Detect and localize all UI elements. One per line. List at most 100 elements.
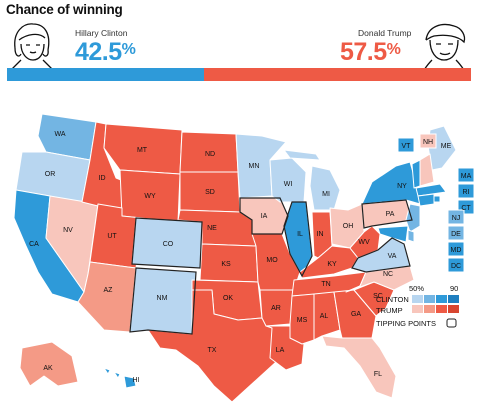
label-DC-box: DC bbox=[451, 263, 461, 270]
label-MO: MO bbox=[266, 257, 278, 264]
clinton-percentage: 42.5% bbox=[75, 38, 136, 66]
label-ND: ND bbox=[205, 151, 215, 158]
state-AR[interactable] bbox=[259, 289, 295, 327]
label-WI: WI bbox=[284, 181, 293, 188]
label-VT-box: VT bbox=[402, 143, 412, 150]
tipping-IA bbox=[239, 197, 289, 235]
label-ID: ID bbox=[99, 175, 106, 182]
label-CT-box: CT bbox=[461, 205, 471, 212]
label-NE: NE bbox=[207, 225, 217, 232]
label-NM: NM bbox=[157, 295, 168, 302]
label-DE-box: DE bbox=[451, 231, 461, 238]
legend-low-label: 50% bbox=[409, 284, 424, 293]
label-UT: UT bbox=[107, 233, 117, 240]
state-AK[interactable] bbox=[19, 341, 79, 387]
tipping-NM bbox=[129, 267, 197, 335]
box-MA[interactable] bbox=[457, 167, 475, 183]
label-CO: CO bbox=[163, 241, 174, 248]
label-MD-box: MD bbox=[451, 247, 462, 254]
legend-tipping-swatch bbox=[446, 318, 457, 328]
label-OR: OR bbox=[45, 171, 56, 178]
label-AL: AL bbox=[320, 313, 329, 320]
legend-trump-label: TRUMP bbox=[376, 306, 403, 315]
label-PA: PA bbox=[386, 211, 395, 218]
box-NJ[interactable] bbox=[447, 209, 465, 225]
label-FL: FL bbox=[374, 371, 382, 378]
state-DE[interactable] bbox=[407, 229, 415, 243]
legend-dem-swatch-1 bbox=[412, 295, 423, 303]
label-IL: IL bbox=[297, 231, 303, 238]
label-GA: GA bbox=[351, 311, 361, 318]
legend-rep-swatch-4 bbox=[448, 305, 459, 313]
state-NC[interactable] bbox=[345, 265, 415, 293]
box-DC[interactable] bbox=[447, 257, 465, 273]
label-AK: AK bbox=[43, 365, 53, 372]
clinton-name: Hillary Clinton bbox=[75, 28, 128, 38]
trump-portrait-icon bbox=[420, 18, 468, 71]
label-IN: IN bbox=[317, 231, 324, 238]
tipping-IL bbox=[283, 201, 313, 278]
label-WV: WV bbox=[358, 239, 370, 246]
clinton-probability-bar bbox=[7, 68, 205, 81]
state-WI[interactable] bbox=[269, 157, 307, 203]
legend-rep-swatch-1 bbox=[412, 305, 423, 313]
label-OK: OK bbox=[223, 295, 233, 302]
label-MA-box: MA bbox=[461, 173, 472, 180]
legend-rep-swatch-2 bbox=[424, 305, 435, 313]
label-NY: NY bbox=[397, 183, 407, 190]
label-WA: WA bbox=[54, 131, 65, 138]
tipping-CO bbox=[131, 217, 203, 269]
label-AR: AR bbox=[271, 305, 281, 312]
label-TX: TX bbox=[208, 347, 217, 354]
state-MA[interactable] bbox=[415, 183, 447, 197]
legend-dem-swatch-3 bbox=[436, 295, 447, 303]
label-SC: SC bbox=[373, 293, 383, 300]
label-MT: MT bbox=[137, 147, 148, 154]
label-CA: CA bbox=[29, 241, 39, 248]
legend-rep-swatch-3 bbox=[436, 305, 447, 313]
legend-tipping-label: TIPPING POINTS bbox=[376, 319, 436, 328]
state-FL[interactable] bbox=[321, 335, 397, 399]
label-MN: MN bbox=[249, 163, 260, 170]
label-KY: KY bbox=[327, 261, 337, 268]
state-RI[interactable] bbox=[433, 195, 441, 203]
label-KS: KS bbox=[221, 261, 231, 268]
label-MS: MS bbox=[297, 317, 308, 324]
label-HI: HI bbox=[133, 377, 140, 384]
us-electoral-map: WA OR CA NV ID MT WY UT AZ CO NM ND SD N… bbox=[13, 113, 475, 403]
label-TN: TN bbox=[321, 281, 330, 288]
trump-percentage: 57.5% bbox=[340, 38, 401, 66]
box-RI[interactable] bbox=[457, 183, 475, 199]
label-NV: NV bbox=[63, 227, 73, 234]
box-VT[interactable] bbox=[397, 137, 415, 153]
legend-clinton-label: CLINTON bbox=[376, 295, 409, 304]
state-AL[interactable] bbox=[313, 291, 341, 341]
legend-dem-swatches bbox=[412, 295, 459, 303]
label-RI-box: RI bbox=[463, 189, 470, 196]
state-NH[interactable] bbox=[419, 153, 435, 187]
tipping-VA bbox=[351, 237, 411, 273]
state-MD[interactable] bbox=[377, 225, 409, 243]
state-CT[interactable] bbox=[417, 193, 435, 207]
legend-rep-swatches bbox=[412, 305, 459, 313]
state-TX[interactable] bbox=[147, 289, 277, 403]
box-MD[interactable] bbox=[447, 241, 465, 257]
label-NJ-box: NJ bbox=[452, 215, 461, 222]
box-NH[interactable] bbox=[419, 133, 437, 149]
state-VT[interactable] bbox=[411, 159, 421, 189]
label-NC: NC bbox=[383, 271, 393, 278]
tipping-PA bbox=[361, 199, 413, 229]
legend-dem-swatch-2 bbox=[424, 295, 435, 303]
state-HI[interactable] bbox=[103, 367, 137, 389]
label-WY: WY bbox=[144, 193, 156, 200]
legend-high-label: 90 bbox=[450, 284, 458, 293]
clinton-portrait-icon bbox=[7, 18, 55, 71]
label-IA: IA bbox=[261, 213, 268, 220]
box-DE[interactable] bbox=[447, 225, 465, 241]
page-title: Chance of winning bbox=[6, 2, 123, 17]
label-OH: OH bbox=[343, 223, 354, 230]
legend-dem-swatch-4 bbox=[448, 295, 459, 303]
label-AZ: AZ bbox=[104, 287, 114, 294]
state-NY[interactable] bbox=[361, 161, 421, 205]
label-LA: LA bbox=[276, 347, 285, 354]
